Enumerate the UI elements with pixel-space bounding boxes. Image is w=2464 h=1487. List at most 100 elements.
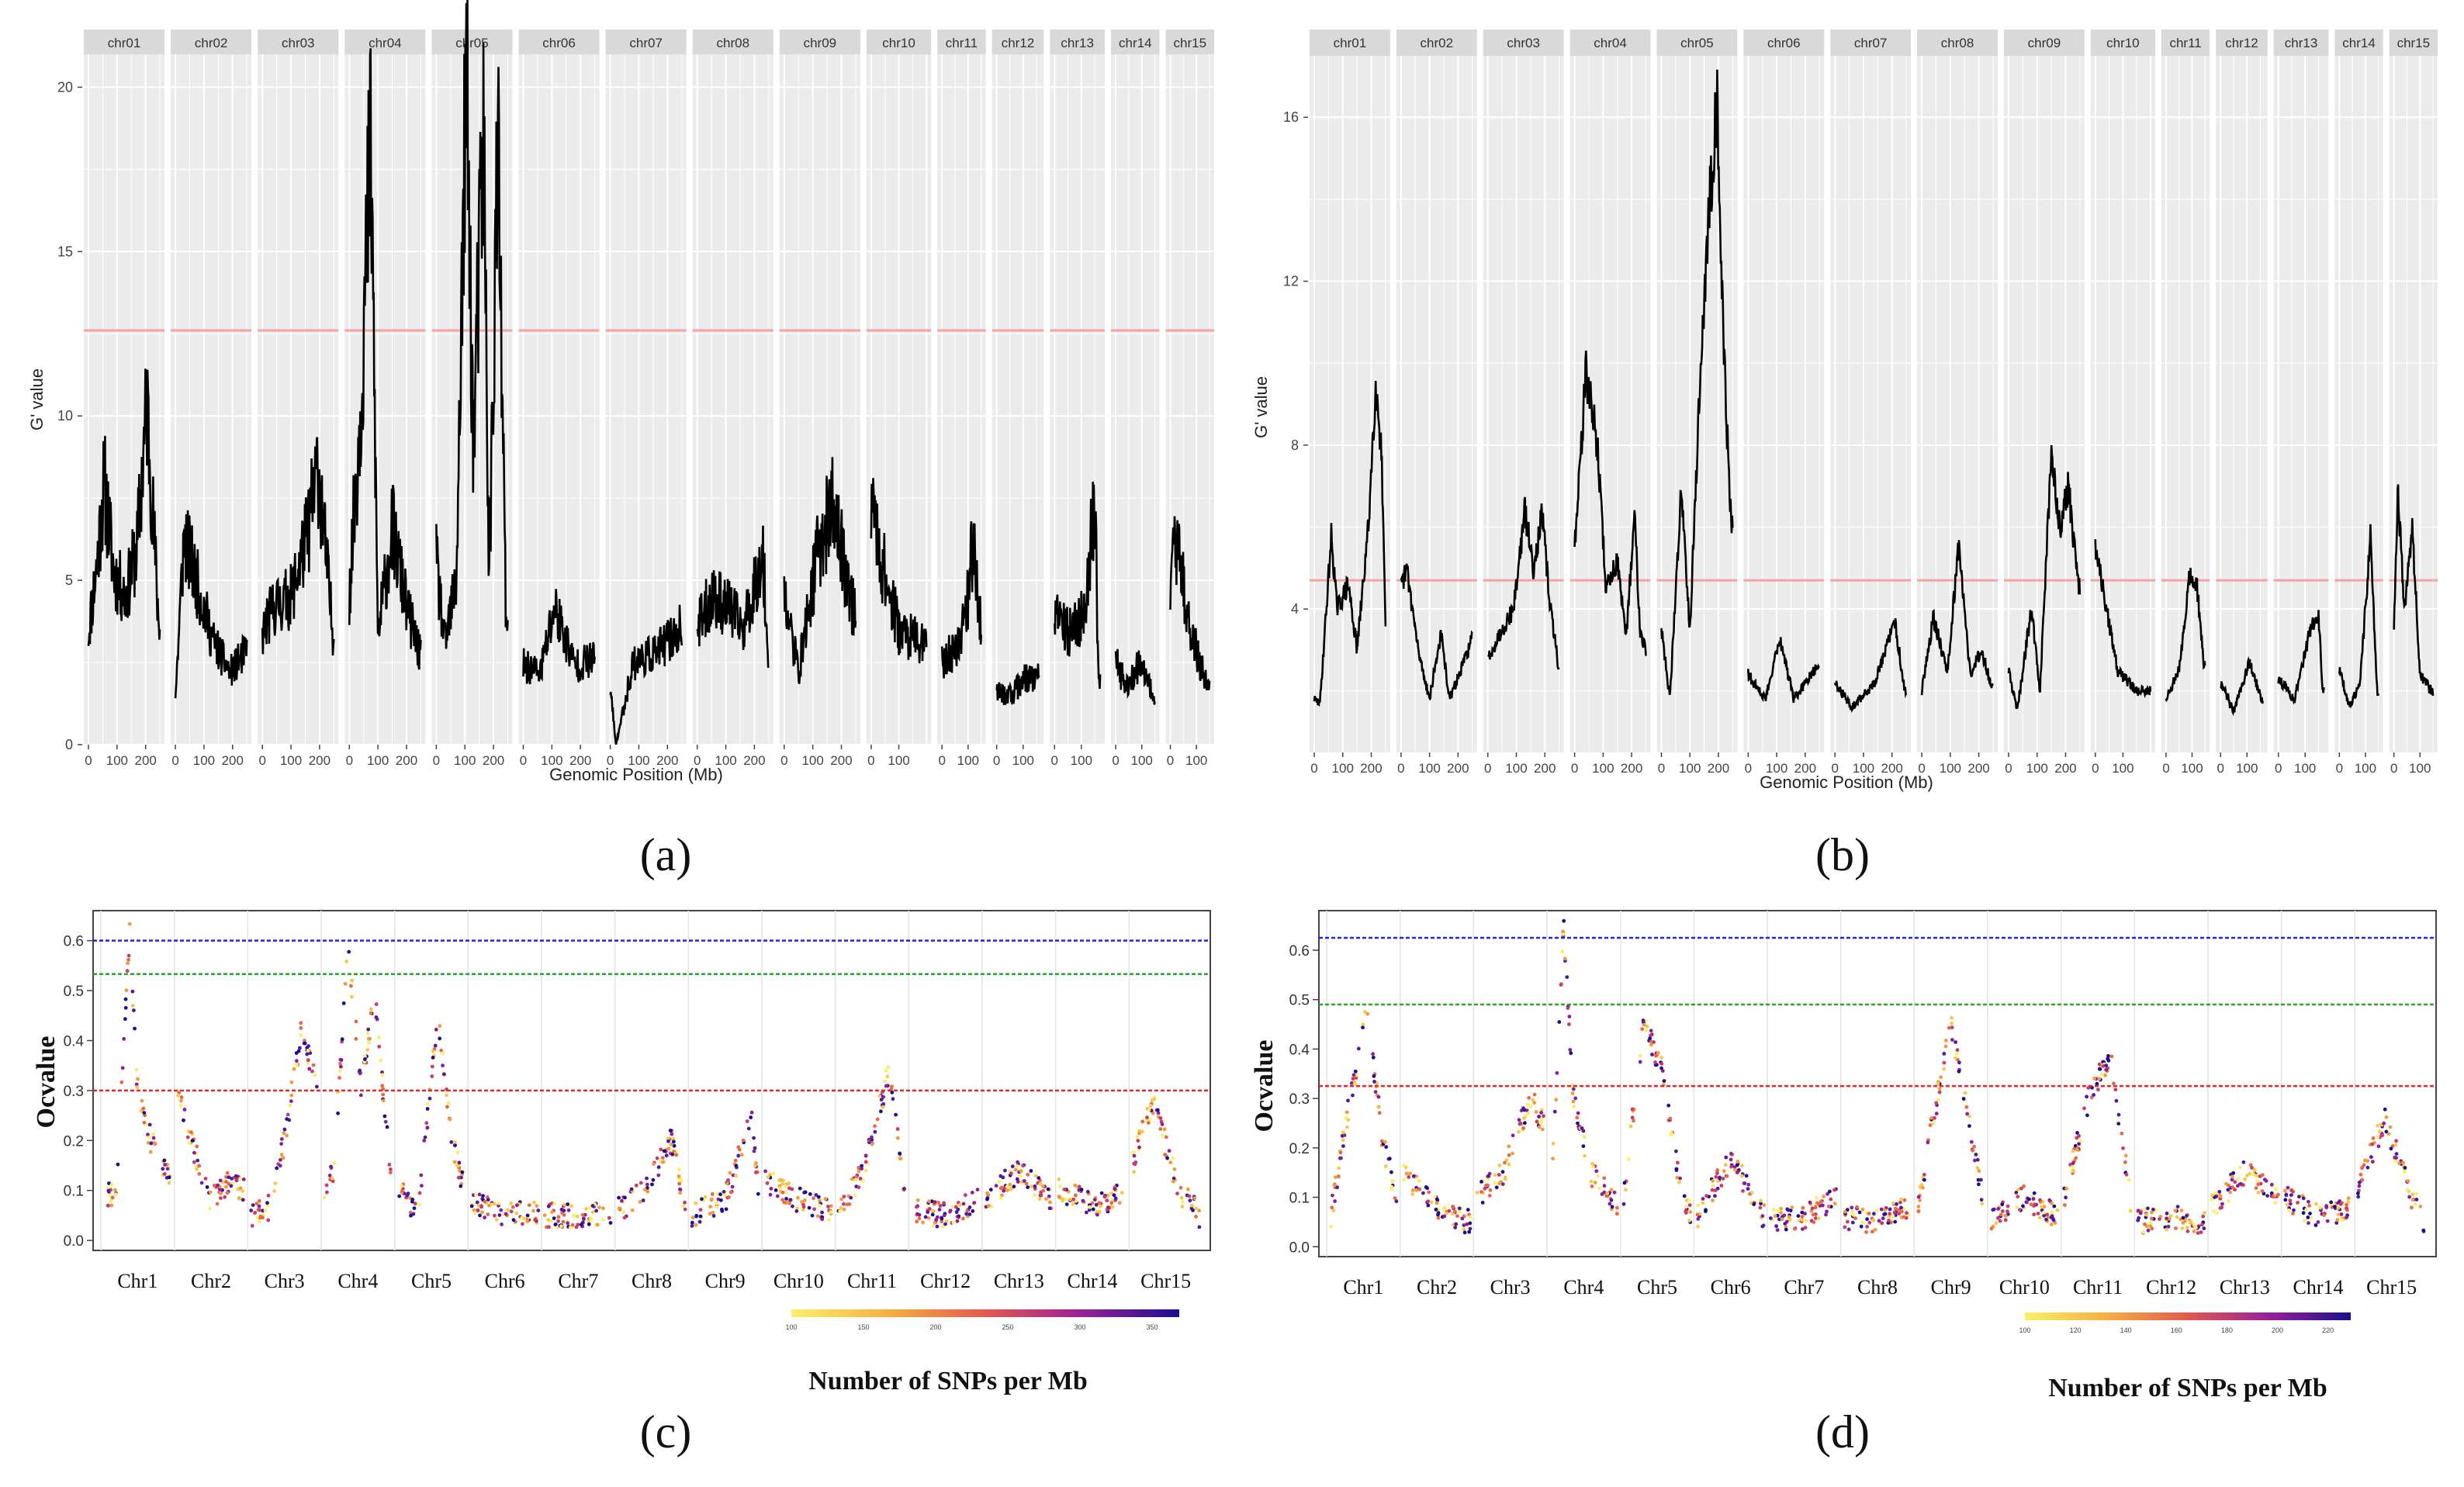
facet-strip: [1743, 29, 1825, 56]
snp-point: [2291, 1212, 2295, 1216]
snp-point: [365, 1031, 370, 1036]
snp-point: [305, 1052, 310, 1056]
snp-point: [438, 1036, 442, 1041]
snp-point: [1936, 1081, 1940, 1086]
snp-point: [514, 1211, 519, 1216]
panel-d-xlabels: Chr1 Chr2 Chr3 Chr4 Chr5 Chr6 Chr7 Chr8 Chr9 Chr1…: [1343, 1276, 2417, 1299]
snp-point: [645, 1182, 649, 1187]
snp-point: [938, 1204, 943, 1208]
snp-point: [324, 1183, 329, 1188]
chromosome-label: Chr10: [1999, 1276, 2050, 1299]
snp-point: [1787, 1218, 1792, 1222]
snp-point: [666, 1146, 671, 1150]
gprime-series-line: [1660, 69, 1734, 696]
snp-point: [940, 1224, 945, 1229]
gprime-series-line: [1400, 563, 1473, 701]
snp-point: [1337, 1174, 1341, 1178]
facet-strip-label: chr10: [2106, 36, 2140, 50]
snp-point: [1777, 1217, 1781, 1222]
snp-point: [678, 1187, 682, 1191]
snp-point: [299, 1021, 303, 1025]
snp-point: [1926, 1140, 1930, 1145]
snp-point: [1846, 1219, 1850, 1224]
snp-point: [1044, 1197, 1048, 1202]
facet-panel: [692, 54, 773, 745]
snp-point: [2356, 1195, 2361, 1199]
facet-strip-label: chr08: [1941, 36, 1974, 50]
snp-point: [2213, 1191, 2218, 1195]
snp-point: [1085, 1190, 1090, 1194]
chromosome-label: Chr4: [337, 1270, 378, 1292]
legend-tick-label: 200: [2272, 1326, 2283, 1334]
snp-point: [1087, 1205, 1092, 1209]
snp-point: [998, 1196, 1003, 1201]
snp-point: [994, 1184, 998, 1188]
snp-point: [1950, 1038, 1954, 1042]
x-tick-label: 200: [222, 753, 244, 768]
snp-point: [2318, 1205, 2322, 1209]
snp-point: [754, 1160, 758, 1165]
snp-point: [1824, 1212, 1828, 1217]
snp-point: [937, 1208, 942, 1212]
panel-d-yaxis: 0.00.10.20.30.40.50.6: [1289, 943, 1319, 1256]
snp-point: [350, 978, 355, 983]
snp-point: [555, 1226, 559, 1229]
facet-strip-label: chr02: [1421, 36, 1454, 50]
snp-point: [2005, 1209, 2009, 1213]
snp-point: [1071, 1197, 1075, 1202]
snp-point: [2064, 1187, 2069, 1191]
snp-point: [1077, 1184, 1081, 1189]
snp-point: [891, 1097, 895, 1101]
chromosome-label: Chr15: [1140, 1270, 1191, 1292]
snp-point: [730, 1184, 735, 1189]
snp-point: [780, 1181, 785, 1186]
snp-point: [2000, 1202, 2005, 1207]
snp-point: [218, 1178, 223, 1183]
snp-point: [1828, 1189, 1832, 1194]
snp-point: [2022, 1184, 2026, 1188]
snp-point: [1995, 1216, 2000, 1220]
snp-point: [253, 1210, 258, 1215]
snp-point: [1559, 983, 1563, 987]
snp-point: [791, 1204, 794, 1209]
snp-point: [417, 1191, 422, 1195]
snp-point: [595, 1222, 600, 1227]
snp-point: [1479, 1180, 1483, 1184]
snp-point: [1002, 1188, 1006, 1193]
snp-point: [1934, 1112, 1939, 1115]
snp-point: [1950, 1025, 1954, 1029]
snp-point: [1898, 1197, 1903, 1202]
snp-point: [915, 1198, 920, 1202]
snp-point: [2144, 1212, 2149, 1217]
snp-point: [1602, 1184, 1607, 1188]
snp-point: [1881, 1216, 1885, 1221]
x-tick-label: 100: [454, 753, 476, 768]
snp-point: [1532, 1092, 1537, 1097]
snp-point: [559, 1207, 564, 1212]
snp-point: [493, 1202, 497, 1206]
snp-point: [1668, 1116, 1673, 1121]
snp-point: [827, 1218, 832, 1222]
snp-point: [1899, 1205, 1903, 1210]
snp-point: [2064, 1195, 2068, 1200]
snp-point: [1729, 1164, 1734, 1169]
snp-point: [279, 1157, 282, 1162]
x-tick-label: 200: [2054, 761, 2076, 776]
snp-point: [1388, 1157, 1392, 1161]
panel-c-frame: [92, 910, 1211, 1251]
snp-point: [2371, 1160, 2375, 1164]
snp-point: [2030, 1194, 2034, 1198]
snp-point: [1729, 1157, 1733, 1162]
snp-point: [310, 1069, 314, 1074]
snp-point: [1371, 1052, 1375, 1056]
snp-point: [2180, 1226, 2185, 1230]
snp-point: [2289, 1202, 2293, 1206]
snp-point: [1887, 1219, 1891, 1222]
snp-point: [1622, 1181, 1627, 1185]
snp-point: [208, 1190, 213, 1195]
snp-point: [1816, 1202, 1821, 1205]
snp-point: [775, 1194, 780, 1198]
snp-point: [2233, 1180, 2237, 1184]
